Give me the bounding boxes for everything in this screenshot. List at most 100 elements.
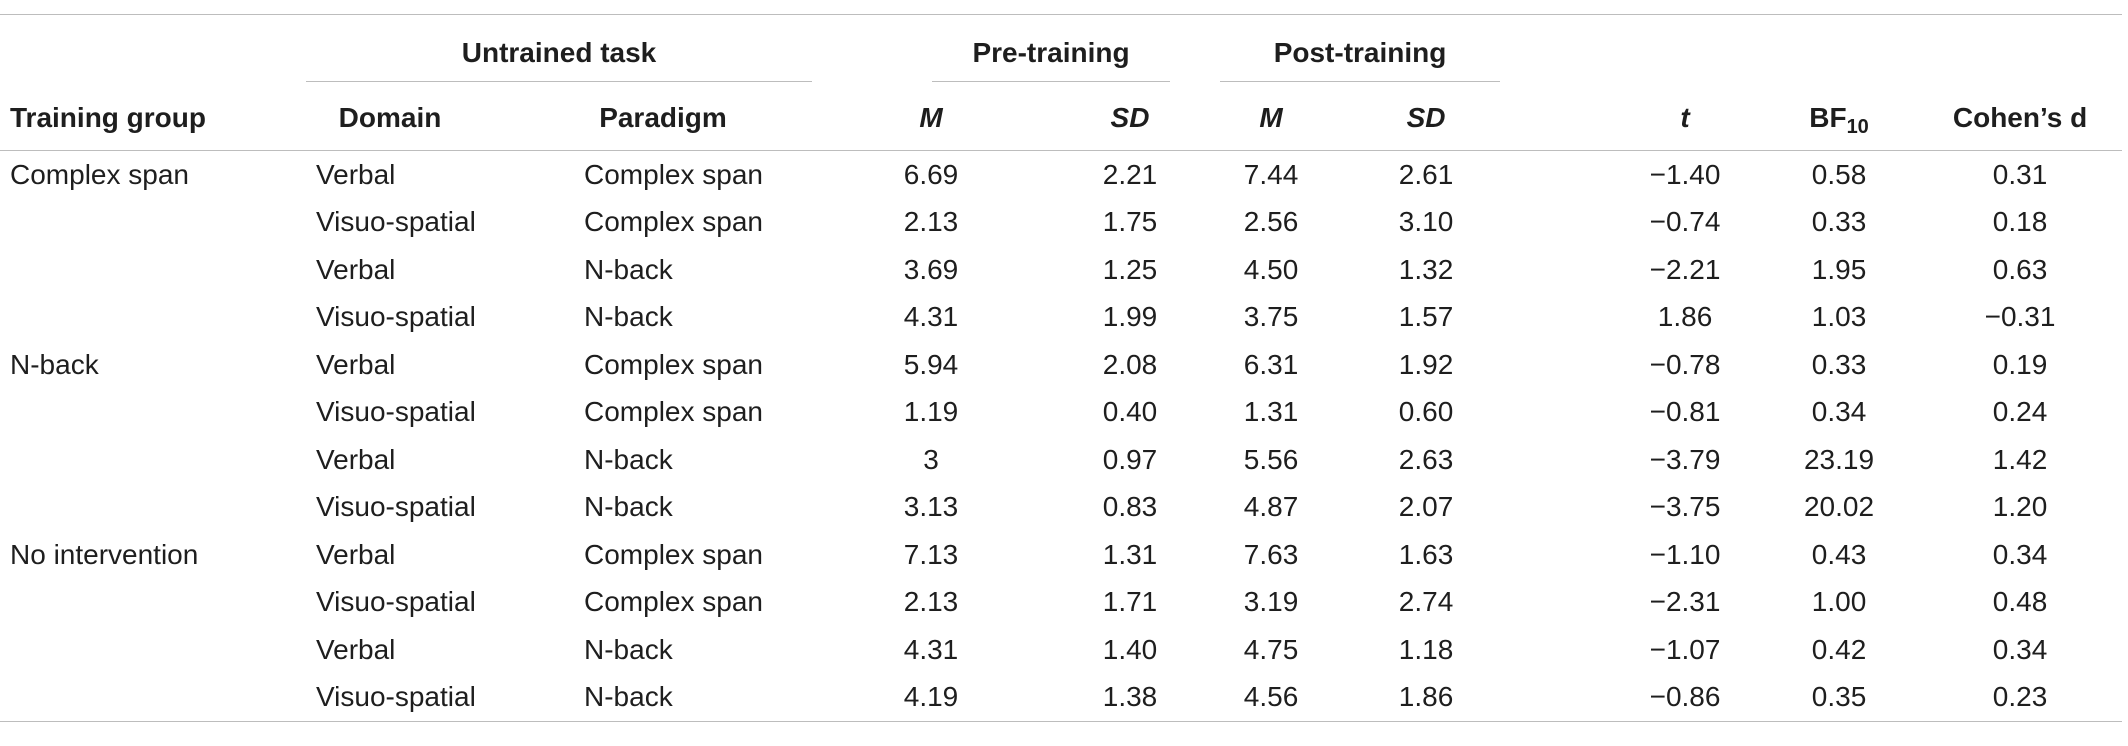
cell-paradigm: N-back [584,443,673,475]
cell-pre-sd: 0.40 [1102,396,1158,428]
cell-t: −2.21 [1649,253,1721,285]
cell-bf10: 1.95 [1811,253,1867,285]
cell-post-sd: 1.32 [1398,253,1454,285]
cell-pre-m: 1.19 [903,396,959,428]
table-row: Visuo-spatial N-back 4.19 1.38 4.56 1.86 −0.86… [0,673,2123,722]
cell-post-sd: 1.18 [1398,633,1454,665]
cell-t: −1.10 [1649,538,1721,570]
cell-bf10: 1.03 [1811,301,1867,333]
col-pre-m: M [852,86,980,151]
cell-pre-m: 3.69 [903,253,959,285]
cell-cohens-d: 0.24 [1992,396,2048,428]
cell-post-sd: 2.74 [1398,586,1454,618]
table-row: Verbal N-back 4.31 1.40 4.75 1.18 −1.07 0.42 0.3… [0,626,2122,674]
cell-pre-sd: 1.75 [1102,206,1158,238]
cell-pre-sd: 1.71 [1102,586,1158,618]
cell-t: 1.86 [1657,301,1713,333]
results-table: Untrained task Pre-training Post-trainin… [0,14,2123,722]
cell-paradigm: N-back [584,491,673,523]
cell-domain: Verbal [316,348,396,380]
cell-domain: Visuo-spatial [316,206,476,238]
header-post-training: Post-training [1210,14,1570,86]
col-pre-sd: SD [980,86,1211,151]
cell-post-sd: 3.10 [1398,206,1454,238]
cell-pre-m: 3.13 [903,491,959,523]
cell-pre-sd: 1.38 [980,673,1211,722]
cell-bf10: 0.33 [1811,348,1867,380]
table-row: N-back Verbal Complex span 5.94 2.08 6.31 1.92… [0,341,2122,389]
cell-cohens-d: 1.20 [1992,491,2048,523]
table-row: Visuo-spatial Complex span 2.13 1.71 3.19 2.7… [0,579,2122,627]
table-row: Visuo-spatial Complex span 1.19 0.40 1.31 0.6… [0,389,2122,437]
cell-pre-sd: 1.40 [1102,633,1158,665]
cell-pre-m: 4.31 [903,633,959,665]
cell-pre-m: 7.13 [903,538,959,570]
cell-domain: Verbal [316,633,396,665]
cell-paradigm: Complex span [584,586,763,618]
cell-t: −0.78 [1649,348,1721,380]
col-training-group: Training group [0,86,306,151]
table-row: Verbal N-back 3.69 1.25 4.50 1.32 −2.21 1.95 0.6… [0,246,2122,294]
cell-bf10: 0.33 [1811,206,1867,238]
cell-pre-sd: 1.99 [1102,301,1158,333]
col-post-m: M [1210,86,1333,151]
cell-t: −3.79 [1649,443,1721,475]
cell-domain: Visuo-spatial [316,301,476,333]
cell-pre-m: 4.19 [852,673,980,722]
cell-bf10: 1.00 [1811,586,1867,618]
cell-cohens-d: 0.31 [1992,158,2048,190]
cell-post-sd: 1.63 [1398,538,1454,570]
cell-pre-sd: 1.31 [1102,538,1158,570]
cell-paradigm: N-back [574,673,852,722]
cell-post-m: 5.56 [1243,443,1299,475]
cell-post-sd: 2.61 [1398,158,1454,190]
cell-cohens-d: 1.42 [1992,443,2048,475]
table-row: Complex span Verbal Complex span 6.69 2.21 7.… [0,151,2122,199]
cell-pre-sd: 1.25 [1102,253,1158,285]
cell-domain: Visuo-spatial [306,673,574,722]
cell-training-group [0,199,306,247]
cell-post-sd: 1.92 [1398,348,1454,380]
cell-training-group: N-back [10,348,99,380]
cell-bf10: 23.19 [1803,443,1875,475]
cell-post-sd: 2.63 [1398,443,1454,475]
cell-post-m: 6.31 [1243,348,1299,380]
cell-post-m: 4.75 [1243,633,1299,665]
cell-post-m: 2.56 [1243,206,1299,238]
col-paradigm: Paradigm [574,86,852,151]
table-top-rule [0,14,2122,15]
cell-paradigm: Complex span [584,396,763,428]
cell-post-sd: 2.07 [1398,491,1454,523]
bf-subscript: 10 [1846,116,1869,138]
cell-cohens-d: 0.19 [1992,348,2048,380]
untrained-task-label: Untrained task [306,37,812,82]
cell-t: −3.75 [1649,491,1721,523]
cell-pre-sd: 2.08 [1102,348,1158,380]
cell-post-m: 4.56 [1210,673,1333,722]
cell-bf10: 0.58 [1811,158,1867,190]
cell-pre-sd: 2.21 [1102,158,1158,190]
cell-pre-m: 3 [923,443,939,475]
cell-cohens-d: 0.18 [1992,206,2048,238]
cell-domain: Verbal [316,253,396,285]
cell-training-group [0,484,306,532]
cell-cohens-d: 0.34 [1992,633,2048,665]
cell-t: −2.31 [1649,586,1721,618]
cell-cohens-d: 0.63 [1992,253,2048,285]
cell-bf10: 0.43 [1811,538,1867,570]
col-domain: Domain [306,86,574,151]
header-empty-cell [1898,14,2122,86]
bf-main-label: BF [1809,102,1847,133]
cell-post-m: 3.75 [1243,301,1299,333]
table-row: Visuo-spatial Complex span 2.13 1.75 2.56 3.1… [0,199,2122,247]
cell-paradigm: N-back [584,301,673,333]
cell-cohens-d: 0.23 [1898,673,2123,722]
cell-paradigm: N-back [584,633,673,665]
post-training-label: Post-training [1220,37,1501,82]
cell-t: −1.40 [1649,158,1721,190]
table-row: No intervention Verbal Complex span 7.13 1.3… [0,531,2122,579]
cell-cohens-d: −0.31 [1984,301,2056,333]
header-empty-cell [0,14,306,86]
cell-post-sd: 1.57 [1398,301,1454,333]
cell-bf10: 0.35 [1750,673,1899,722]
